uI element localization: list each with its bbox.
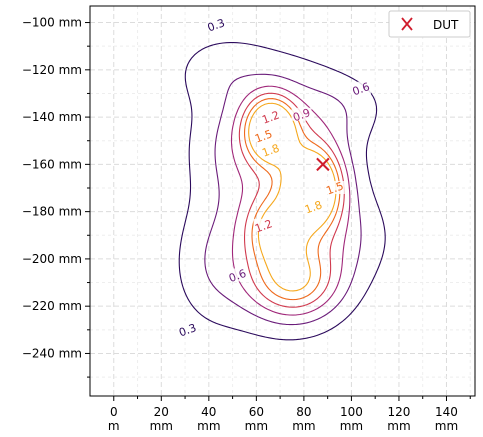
- contour-label-bg: [253, 218, 274, 232]
- legend-box: [388, 10, 471, 38]
- contour-labels: 0.30.30.60.60.91.21.51.81.21.81.5: [177, 16, 371, 339]
- contour-line-1-2: [238, 92, 345, 308]
- y-tick-label: −160 mm: [22, 157, 82, 171]
- contour-label-bg: [177, 322, 198, 336]
- y-axis: −100 mm −120 mm −140 mm −160 mm −180 mm −200 …: [22, 16, 90, 378]
- legend-label: DUT: [433, 18, 459, 32]
- contour-label: 0.9: [291, 106, 312, 124]
- plot-frame: [89, 5, 476, 397]
- x-tick-label: 80 mm: [292, 405, 315, 433]
- x-tick-label: 20 mm: [150, 405, 173, 433]
- legend: DUT: [388, 10, 471, 38]
- contour-label: 1.2: [260, 108, 281, 126]
- contour-label: 0.6: [351, 80, 372, 98]
- contour-label: 0.3: [206, 16, 227, 34]
- contour-label-bg: [205, 17, 226, 31]
- contour-label: 1.5: [325, 179, 346, 197]
- contour-line-0-9: [230, 85, 351, 316]
- contour-label-bg: [291, 107, 312, 121]
- x-tick-label: 100 mm: [340, 405, 363, 433]
- dut-marker-stroke: [316, 157, 330, 172]
- y-tick-label: −240 mm: [22, 346, 82, 360]
- contour-line-1-5: [243, 98, 341, 301]
- y-tick-label: −100 mm: [22, 16, 82, 30]
- contour-line-0-3: [178, 42, 386, 341]
- y-tick-label: −180 mm: [22, 205, 82, 219]
- contour-label-bg: [260, 110, 281, 124]
- contour-line-1-8: [248, 102, 337, 292]
- contour-label: 1.8: [303, 198, 324, 216]
- y-tick-label: −140 mm: [22, 110, 82, 124]
- x-tick-label: 120 mm: [387, 405, 410, 433]
- dut-marker: [316, 157, 330, 172]
- contour-label: 1.2: [253, 217, 274, 235]
- grid: [90, 6, 475, 396]
- contour-label-bg: [253, 129, 274, 142]
- y-tick-label: −200 mm: [22, 252, 82, 266]
- contour-label: 0.6: [227, 267, 248, 285]
- contour-label-bg: [227, 268, 248, 282]
- x-tick-label: 140 mm: [435, 405, 458, 433]
- contour-line-0-6: [204, 73, 362, 326]
- contour-label: 1.5: [253, 127, 274, 145]
- contour-label-bg: [350, 81, 371, 95]
- contour-lines: [178, 42, 386, 341]
- x-axis: 0 m 20 mm 40 mm 60 mm 80 mm 100 mm 120 mm 140 mm: [108, 396, 471, 433]
- contour-label-bg: [260, 143, 281, 157]
- y-tick-label: −120 mm: [22, 63, 82, 77]
- x-tick-label: 60 mm: [245, 405, 268, 433]
- x-tick-label: 40 mm: [197, 405, 220, 433]
- contour-label: 0.3: [177, 321, 198, 339]
- plot-area: [90, 6, 475, 396]
- contour-label: 1.8: [260, 142, 281, 160]
- legend-marker-icon: [401, 17, 413, 31]
- contour-label-bg: [303, 199, 324, 213]
- y-tick-label: −220 mm: [22, 299, 82, 313]
- contour-label-bg: [324, 181, 345, 194]
